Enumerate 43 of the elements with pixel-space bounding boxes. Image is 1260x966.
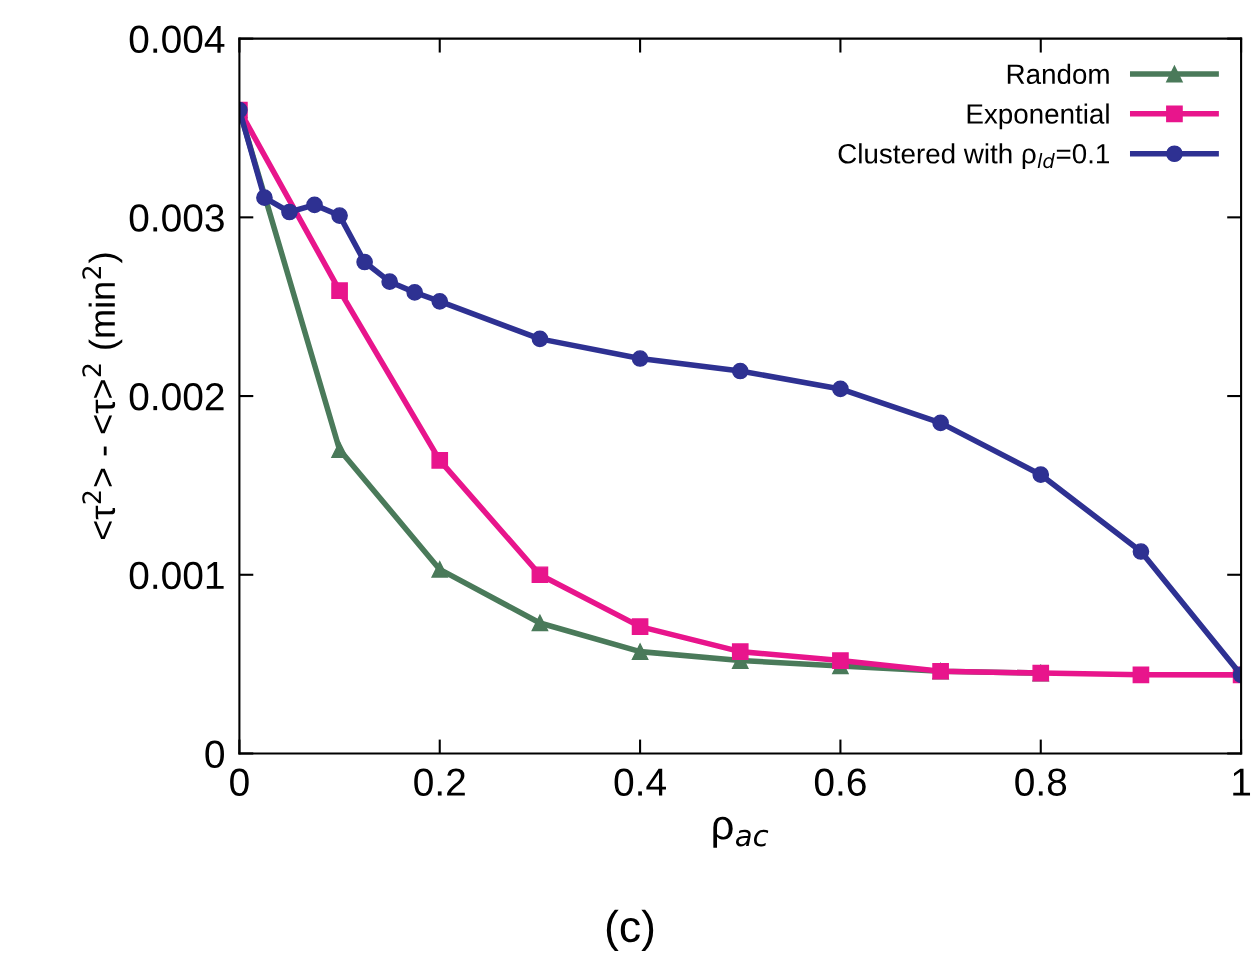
point [531, 614, 549, 632]
point [832, 380, 849, 398]
point [631, 350, 649, 367]
point [356, 253, 373, 271]
point [381, 273, 398, 291]
point [281, 203, 298, 221]
point [631, 618, 649, 635]
legend-label: Clustered with ρ$_{ld}$=0.1 [838, 143, 1109, 170]
point [406, 284, 424, 301]
x-tick-label: 0 [230, 768, 249, 796]
point [631, 643, 649, 660]
point [306, 196, 323, 214]
y-tick-label: 0.004 [129, 25, 225, 54]
y-tick-label: 0.001 [129, 561, 224, 590]
y-tick-label: 0.002 [129, 383, 224, 411]
point [1132, 666, 1150, 684]
x-tick-label: 0.6 [814, 768, 866, 796]
point [331, 441, 348, 459]
point [531, 566, 549, 584]
x-axis-title: ρ$_{ac}$ [713, 816, 769, 848]
y-tick-label: 0.003 [129, 204, 224, 232]
point [531, 330, 549, 348]
point [331, 282, 348, 299]
y-axis-title: <τ$^{2}$> - <τ>$^{2}$ (min$^{2}$) [82, 253, 123, 540]
x-tick-label: 1 [1233, 768, 1251, 796]
text: (c) [606, 909, 654, 952]
point [431, 293, 449, 310]
x-tick-label: 0.4 [614, 768, 666, 796]
point [731, 643, 749, 660]
point [431, 452, 449, 469]
point [731, 362, 749, 380]
y-tick-label: 0 [205, 740, 224, 768]
point [331, 207, 348, 224]
legend-label: Random [1007, 63, 1109, 85]
legend-label: Exponential [967, 103, 1109, 130]
point [932, 414, 949, 432]
point [1032, 466, 1050, 484]
x-tick-label: 0.8 [1015, 768, 1067, 796]
point [832, 652, 849, 669]
x-tick-label: 0.2 [414, 768, 465, 796]
point [256, 189, 273, 207]
point [431, 561, 449, 578]
point [1132, 543, 1150, 560]
